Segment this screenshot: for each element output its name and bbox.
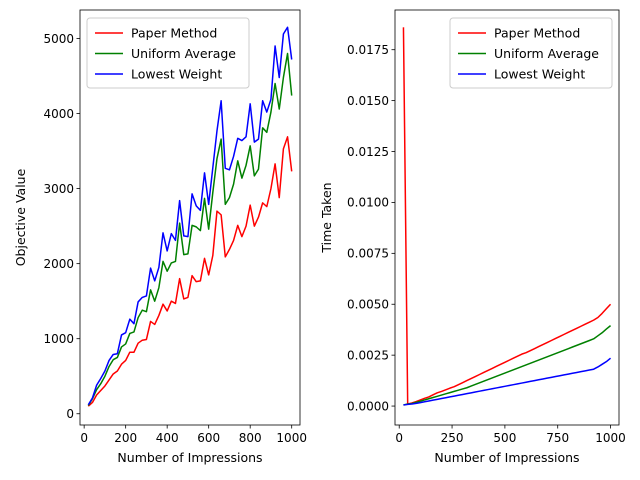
series-line-lowest-weight — [403, 357, 612, 406]
legend-box — [449, 17, 613, 89]
y-tick-label: 0.0050 — [347, 298, 389, 312]
y-tick-label: 0.0150 — [347, 94, 389, 108]
y-tick-label: 0.0100 — [347, 196, 389, 210]
y-tick-label: 0.0025 — [347, 348, 389, 362]
x-tick-label: 500 — [493, 431, 516, 445]
x-axis-label: Number of Impressions — [434, 450, 579, 465]
legend-entry: Paper Method — [494, 26, 580, 41]
x-tick-label: 750 — [546, 431, 569, 445]
legend-entry: Lowest Weight — [494, 67, 585, 82]
y-tick-label: 0.0125 — [347, 145, 389, 159]
y-tick-label: 0.0075 — [347, 247, 389, 261]
legend: Paper Method Uniform Average Lowest Weight — [449, 17, 613, 89]
objective-value-panel: 0 200 400 600 800 1000 0 1000 2000 3000 4000 5000 Nu… — [13, 9, 307, 465]
y-tick-label: 1000 — [43, 332, 74, 346]
x-tick-label: 1000 — [276, 431, 307, 445]
legend-box — [86, 17, 250, 89]
y-tick-label: 4000 — [43, 107, 74, 121]
axes-frame — [394, 9, 620, 426]
legend-entry: Paper Method — [131, 26, 217, 41]
x-tick-label: 0 — [395, 431, 403, 445]
x-tick-label: 600 — [197, 431, 220, 445]
axes-frame — [79, 9, 301, 426]
y-axis-label: Time Taken — [319, 182, 334, 253]
series-line-paper-method — [402, 27, 612, 405]
legend-entry: Lowest Weight — [131, 67, 222, 82]
series-line-paper-method — [87, 136, 293, 407]
y-tick-label: 0.0000 — [347, 399, 389, 413]
series-line-lowest-weight — [87, 26, 293, 406]
x-tick-label: 200 — [114, 431, 137, 445]
time-taken-panel: 0 250 500 750 1000 0.0000 0.0025 0.0050 0.0075 0.… — [319, 9, 626, 465]
y-axis-label: Objective Value — [13, 168, 28, 266]
y-tick-label: 3000 — [43, 182, 74, 196]
x-tick-label: 0 — [80, 431, 88, 445]
legend-entry: Uniform Average — [131, 46, 236, 61]
x-tick-label: 1000 — [595, 431, 626, 445]
x-tick-label: 250 — [441, 431, 464, 445]
x-tick-label: 800 — [239, 431, 262, 445]
legend-entry: Uniform Average — [494, 46, 599, 61]
y-tick-label: 0.0175 — [347, 43, 389, 57]
x-tick-label: 400 — [156, 431, 179, 445]
y-tick-label: 5000 — [43, 32, 74, 46]
series-line-uniform-average — [87, 52, 293, 406]
series-line-uniform-average — [403, 325, 612, 406]
legend: Paper Method Uniform Average Lowest Weight — [86, 17, 250, 89]
y-tick-label: 2000 — [43, 257, 74, 271]
x-axis-label: Number of Impressions — [117, 450, 262, 465]
y-tick-label: 0 — [66, 407, 74, 421]
